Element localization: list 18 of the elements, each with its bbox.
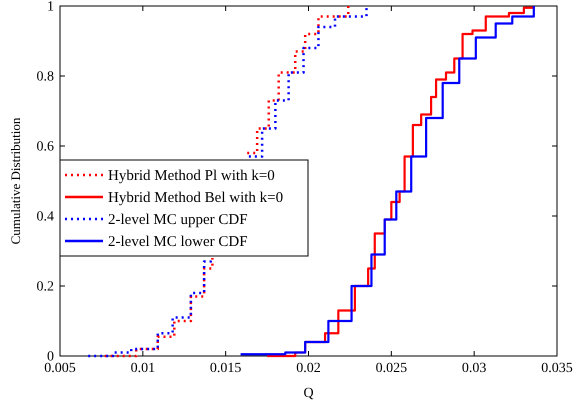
legend-label: 2-level MC lower CDF bbox=[108, 234, 248, 250]
x-tick-label: 0.005 bbox=[44, 360, 76, 376]
y-tick-label: 0.8 bbox=[36, 69, 54, 84]
legend-label: Hybrid Method Bel with k=0 bbox=[108, 190, 284, 206]
x-tick-label: 0.02 bbox=[296, 360, 321, 376]
y-tick-label: 0.2 bbox=[36, 279, 54, 294]
x-tick-label: 0.03 bbox=[462, 360, 486, 376]
legend-label: 2-level MC upper CDF bbox=[108, 212, 248, 228]
x-tick-label: 0.01 bbox=[130, 360, 156, 376]
y-tick-label: 0.6 bbox=[36, 139, 54, 154]
y-tick-label: 1 bbox=[47, 0, 54, 14]
x-tick-label: 0.015 bbox=[210, 360, 242, 376]
y-axis-title: Cumulative Distribution bbox=[8, 117, 23, 244]
y-tick-label: 0.4 bbox=[36, 209, 54, 224]
x-axis-title: Q bbox=[303, 386, 314, 401]
x-tick-label: 0.025 bbox=[376, 360, 408, 376]
legend-label: Hybrid Method Pl with k=0 bbox=[108, 168, 275, 184]
x-tick-label: 0.035 bbox=[541, 360, 573, 376]
